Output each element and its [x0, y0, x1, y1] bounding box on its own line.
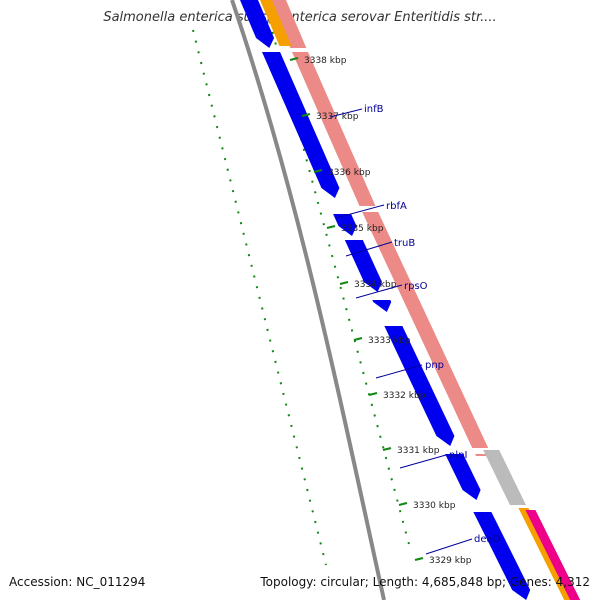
accession-text: Accession: NC_011294 [9, 575, 146, 589]
gene-label[interactable]: infB [364, 104, 384, 115]
cds-segment [262, 52, 340, 198]
scale-tick [326, 225, 336, 229]
scale-tick-label: 3334 kbp [354, 280, 397, 290]
kbp-scale: 3338 kbp 3337 kbp 3336 kbp 3335 kbp 3334 kbp… [289, 56, 472, 566]
scale-tick-label: 3335 kbp [341, 224, 384, 234]
backbone-line [230, 0, 386, 600]
scale-tick-label: 3331 kbp [397, 446, 440, 456]
gene-labels: infB rbfA truB rpsO pnp nlpI deaD [329, 104, 501, 555]
cds-segment [473, 512, 531, 600]
orange-feature-segment [260, 0, 292, 46]
cds-segment [384, 326, 455, 446]
genome-title: Salmonella enterica subsp. enterica sero… [103, 10, 497, 25]
rna-segment [270, 0, 307, 48]
scale-tick [414, 557, 424, 561]
scale-tick [289, 57, 299, 61]
gene-label[interactable]: pnp [425, 360, 444, 371]
gene-label-leader [335, 204, 385, 219]
gene-label[interactable]: rpsO [404, 281, 428, 292]
scale-tick-label: 3336 kbp [328, 168, 371, 178]
scale-tick-label: 3329 kbp [429, 556, 472, 566]
cds-segment [445, 454, 481, 500]
scale-tick [301, 113, 311, 117]
gene-label-leader [375, 364, 423, 379]
gene-label[interactable]: nlpI [449, 450, 467, 461]
rna-segment [292, 52, 376, 206]
gene-label[interactable]: deaD [474, 534, 501, 545]
scale-tick-label: 3338 kbp [304, 56, 347, 66]
gene-label-leader [345, 241, 393, 257]
scale-tick [368, 392, 378, 396]
scale-tick-label: 3333 kbp [368, 336, 411, 346]
genome-summary-text: Topology: circular; Length: 4,685,848 bp… [260, 575, 590, 589]
cds-segment [372, 300, 392, 312]
cds-segment [344, 240, 383, 292]
scale-tick [353, 337, 363, 341]
scale-tick [313, 169, 323, 173]
scale-tick [398, 502, 408, 506]
rna-segment [362, 212, 489, 448]
scale-tick [382, 447, 392, 451]
gc-dots-outer [192, 29, 327, 566]
scale-tick-label: 3332 kbp [383, 391, 426, 401]
scale-tick [339, 281, 349, 285]
cds-segment [240, 0, 275, 48]
gene-label-leader [399, 454, 447, 469]
gene-label-leader [425, 538, 473, 555]
gene-label-leader [329, 108, 363, 118]
gray-feature-segment [483, 450, 526, 505]
cds-segment [333, 214, 357, 236]
feature-track [240, 0, 581, 600]
magenta-feature-segment [525, 510, 581, 600]
gene-label[interactable]: rbfA [386, 201, 407, 212]
gene-label[interactable]: truB [394, 238, 415, 249]
scale-tick-label: 3337 kbp [316, 112, 359, 122]
scale-tick-label: 3330 kbp [413, 501, 456, 511]
gene-label-leader [355, 284, 403, 299]
